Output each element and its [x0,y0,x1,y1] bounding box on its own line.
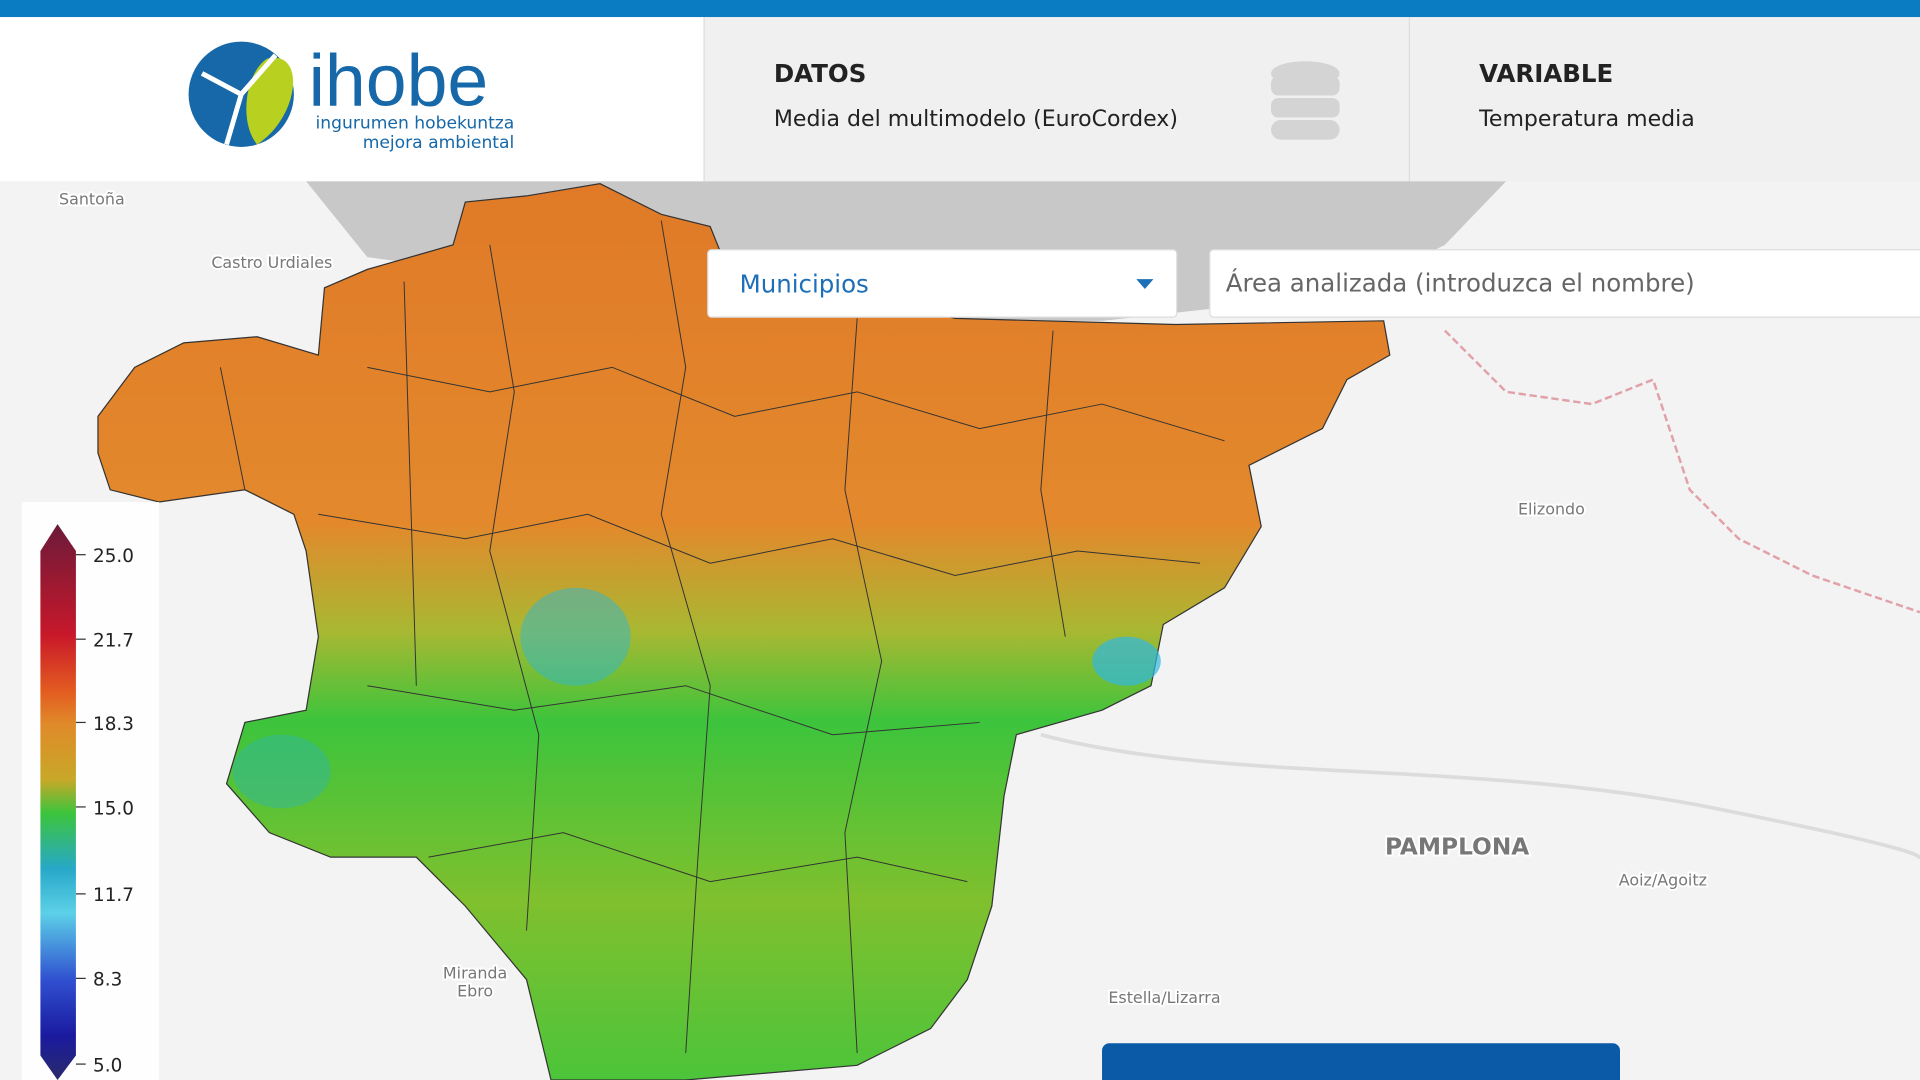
colorbar [40,524,76,1080]
search-input[interactable] [1209,249,1920,318]
variable-value: Temperatura media [1478,107,1695,132]
map-place-label: Castro Urdiales [211,253,332,272]
map-place-label: Elizondo [1518,499,1585,518]
map-place-label: PAMPLONA [1385,834,1529,861]
map-place-label: Estella/Lizarra [1108,988,1220,1007]
map-place-label: Aoiz/Agoitz [1619,870,1707,889]
variable-label: VARIABLE [1479,59,1613,88]
legend-tick-label: 11.7 [93,885,134,906]
road [1040,732,1920,859]
logo-tagline: mejora ambiental [363,133,515,153]
logo-text: ihobe [309,38,489,121]
area-type-dropdown[interactable] [707,249,1178,318]
temperature-region[interactable] [97,183,1391,1080]
dropdown-value: Municipios [740,270,869,299]
logo-tagline: ingurumen hobekuntza [316,114,515,134]
map-place-label: Santoña [59,189,125,208]
datos-value: Media del multimodelo (EuroCordex) [774,107,1178,132]
search-placeholder: Área analizada (introduzca el nombre) [1226,268,1695,297]
database-icon [1271,61,1340,140]
cool-area [232,734,331,809]
legend-tick-label: 25.0 [93,546,134,567]
legend-tick-label: 8.3 [93,970,122,991]
cool-area [520,587,631,686]
legend-tick-label: 5.0 [93,1055,122,1076]
cool-area [1092,636,1161,686]
datos-label: DATOS [774,59,866,88]
map-place-label: Miranda [443,963,507,982]
dropdown-arrow [1136,279,1154,289]
legend-tick-label: 21.7 [93,631,134,652]
legend-tick-label: 18.3 [93,714,134,735]
top-bar [0,0,1920,18]
logo-icon[interactable] [188,41,294,147]
action-button[interactable] [1102,1043,1620,1080]
map-place-label: Ebro [457,982,493,1001]
municipality-borders [219,220,1225,1054]
logo-panel [0,17,705,182]
legend-tick-label: 15.0 [93,798,134,819]
border [1444,329,1920,614]
